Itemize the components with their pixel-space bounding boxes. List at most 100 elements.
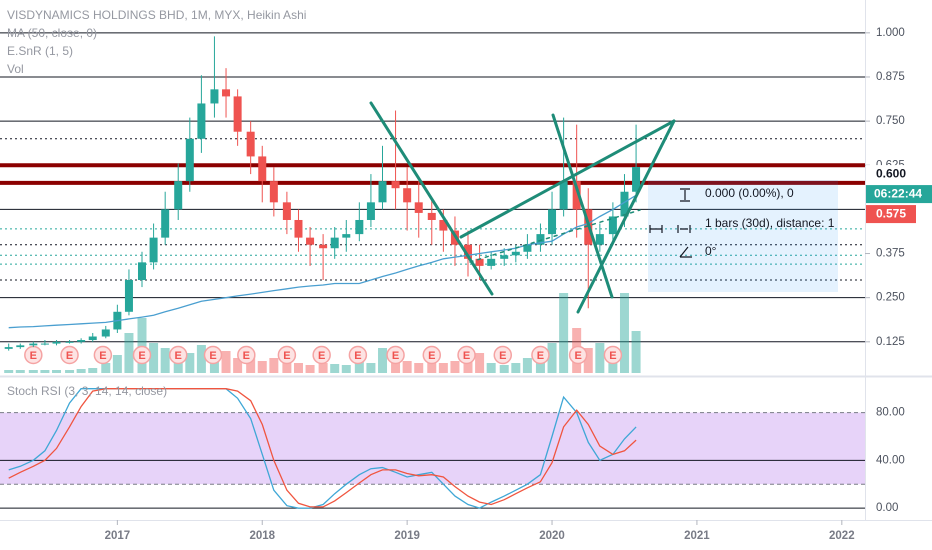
volume-bar	[233, 358, 243, 373]
earnings-label: E	[354, 350, 361, 362]
candle-body	[294, 219, 303, 238]
trend-line	[469, 209, 641, 263]
candle-body	[4, 347, 13, 349]
candle-body	[572, 181, 581, 210]
measure-price: 0.000 (0.00%), 0	[705, 186, 794, 200]
measure-angle: 0°	[705, 244, 717, 258]
volume-bar	[112, 355, 122, 373]
candle-body	[258, 156, 267, 182]
candle-body	[403, 188, 412, 203]
axes: 1.0000.8750.7500.6250.3750.2500.1250.600…	[105, 27, 932, 542]
volume-bar	[185, 353, 195, 373]
ma-line	[8, 194, 637, 329]
candle-body	[475, 258, 484, 266]
candle-body	[595, 234, 604, 245]
levels	[0, 32, 865, 343]
volume-bar	[137, 318, 147, 373]
earnings-label: E	[175, 350, 182, 362]
y-tick-label: 0.875	[876, 71, 905, 83]
y-tick-label: 0.250	[876, 292, 905, 304]
earnings-label: E	[138, 350, 145, 362]
indicator-label: MA (50, close, 0)	[7, 26, 97, 40]
candle-body	[366, 202, 375, 220]
volume-bar	[619, 293, 629, 373]
volume-bar	[52, 370, 62, 373]
earnings-label: E	[428, 350, 435, 362]
low-price-box	[866, 205, 916, 224]
volume-bar	[427, 359, 437, 373]
volume-bar	[450, 361, 460, 373]
trend-line	[459, 119, 676, 239]
volume-bar	[4, 370, 14, 373]
earnings-label: E	[283, 350, 290, 362]
icon	[649, 225, 691, 233]
earnings-label: E	[243, 350, 250, 362]
earnings-label: E	[392, 350, 399, 362]
x-tick-label: 2020	[539, 530, 565, 542]
candle-body	[414, 202, 423, 213]
candle-body	[77, 340, 86, 342]
volume-bar	[522, 358, 532, 373]
candle-body	[101, 329, 110, 337]
trend-line	[551, 113, 614, 299]
candle-body	[40, 343, 49, 345]
earnings-marker	[457, 345, 476, 365]
earnings-label: E	[30, 350, 37, 362]
volume-bar	[475, 353, 485, 373]
countdown-label: 06:22:44	[874, 186, 922, 200]
volume-bar	[124, 333, 134, 373]
candle-body	[306, 237, 315, 245]
volume-bar	[354, 361, 364, 373]
x-tick-label: 2018	[249, 530, 275, 542]
volume-bar	[595, 343, 605, 373]
y-tick-label: 0.125	[876, 336, 905, 348]
x-tick-label: 2019	[394, 530, 420, 542]
candle-body	[185, 138, 194, 182]
earnings-marker	[237, 345, 256, 365]
candle-body	[523, 244, 532, 252]
earnings-label: E	[66, 350, 73, 362]
volume-bar	[65, 370, 75, 373]
volume-bar	[160, 348, 170, 373]
volume-bar	[88, 368, 98, 373]
volume-bar	[378, 348, 388, 373]
earnings-label: E	[463, 350, 470, 362]
earnings-marker	[603, 345, 623, 365]
volume-bar	[305, 365, 315, 373]
earnings-marker	[93, 345, 113, 365]
icon	[680, 188, 690, 202]
candle-body	[342, 234, 351, 238]
volume-bar	[631, 331, 641, 373]
stoch-title: Stoch RSI (3, 3, 14, 14, close)	[7, 384, 167, 398]
candle-body	[439, 219, 448, 231]
candle-body	[330, 237, 339, 249]
candle-body	[355, 219, 364, 235]
volume-bar	[76, 369, 86, 373]
indicator-label: E.SnR (1, 5)	[7, 44, 73, 58]
earnings-marker	[132, 345, 152, 365]
x-tick-label: 2017	[105, 530, 131, 542]
volume-bar	[149, 343, 159, 373]
earnings-label: E	[574, 350, 581, 362]
volume-bar	[101, 363, 111, 373]
volume-bar	[414, 363, 424, 373]
candle-body	[463, 244, 472, 259]
volume-bar	[402, 361, 412, 373]
volume-bar	[486, 363, 496, 373]
earnings-marker	[168, 345, 188, 365]
candle-body	[124, 280, 133, 312]
earnings-label: E	[609, 350, 616, 362]
earnings-marker	[568, 345, 588, 365]
measure-bars: 1 bars (30d), distance: 1	[705, 216, 835, 230]
candle-body	[210, 89, 219, 104]
candle-body	[632, 167, 641, 192]
volume-bar	[282, 361, 292, 373]
volume-bar	[318, 363, 328, 373]
candle-body	[16, 345, 25, 348]
trend-line	[576, 119, 676, 314]
y-tick-label: 1.000	[876, 27, 905, 39]
earnings-marker	[493, 345, 513, 365]
